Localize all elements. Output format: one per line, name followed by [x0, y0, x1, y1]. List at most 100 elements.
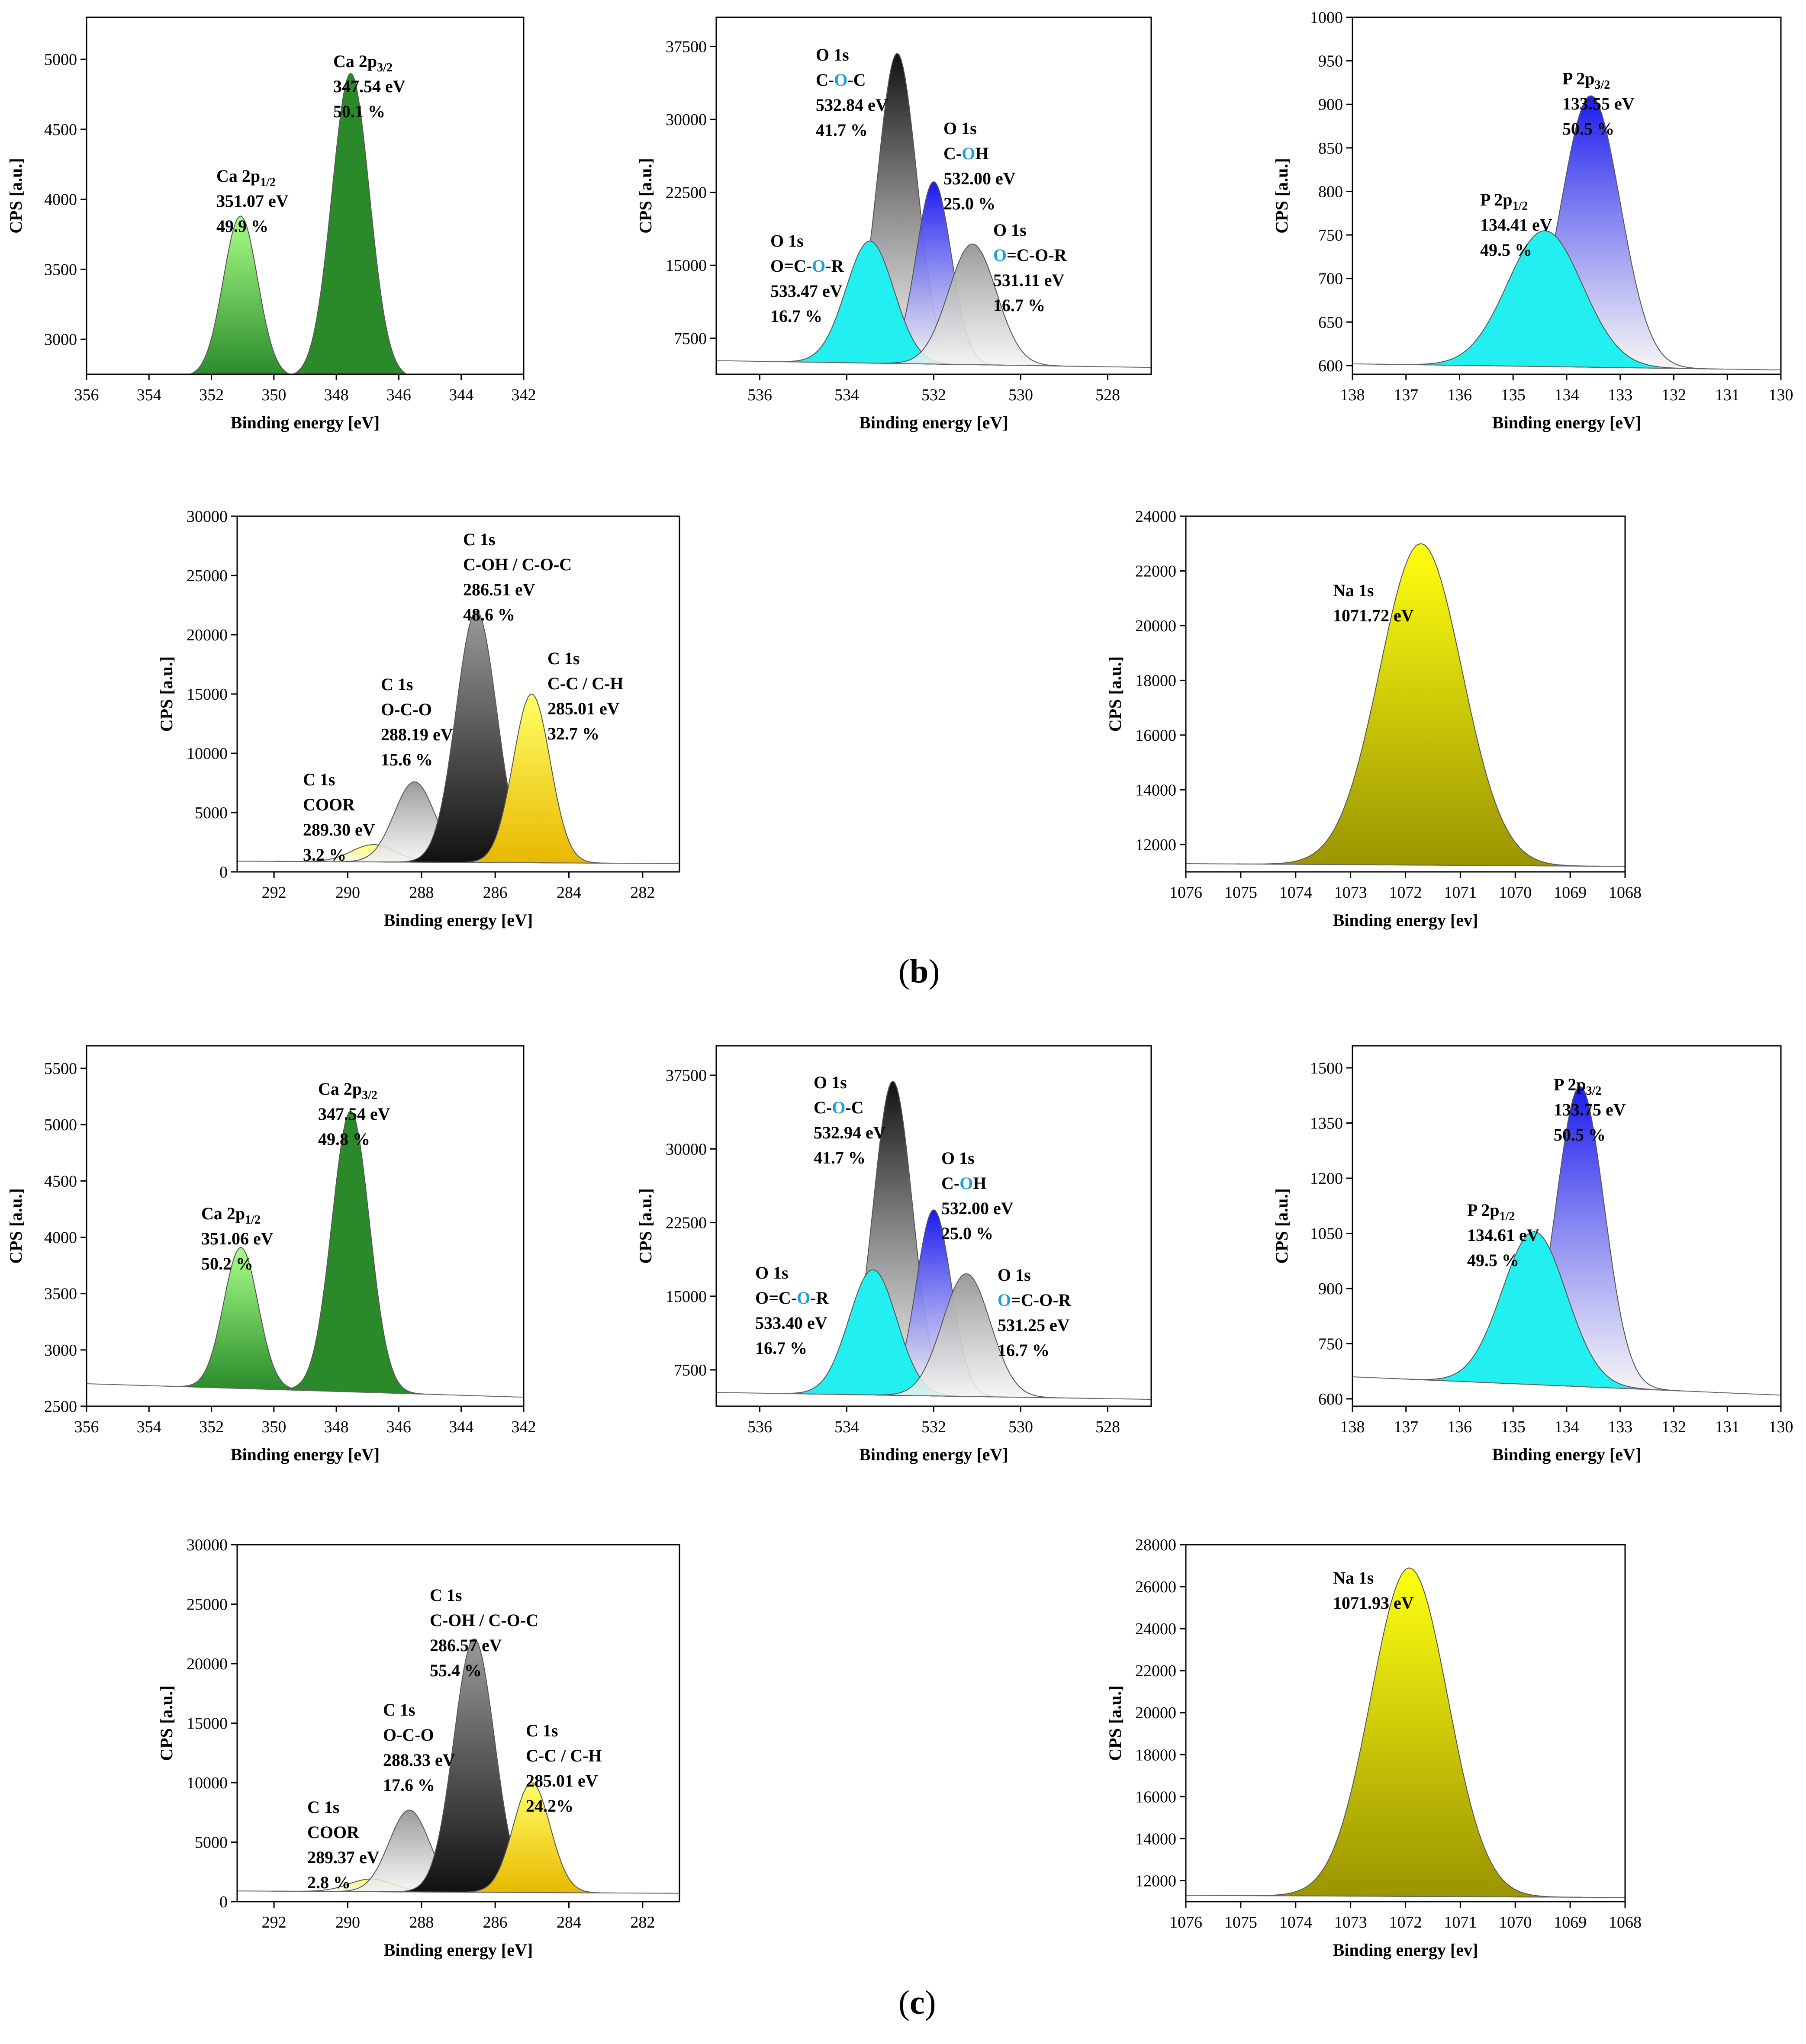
peak-label: O 1s [755, 1263, 789, 1282]
x-tick-label: 134 [1555, 1418, 1579, 1436]
y-tick-label: 20000 [187, 626, 228, 644]
y-tick-label: 950 [1318, 52, 1343, 71]
peak-label: 285.01 eV [547, 699, 620, 718]
y-tick-label: 5000 [44, 51, 77, 69]
y-tick-label: 18000 [1135, 672, 1176, 690]
y-tick-label: 1350 [1310, 1115, 1343, 1133]
peak-label: Na 1s [1333, 581, 1374, 600]
baseline [716, 1392, 1151, 1400]
plot-area [237, 1638, 679, 1894]
x-tick-label: 1074 [1279, 884, 1312, 902]
x-tick-label: 138 [1340, 1418, 1365, 1436]
peak-c-p-1 [1389, 1231, 1679, 1392]
x-tick-label: 530 [1008, 386, 1033, 404]
y-axis-label: CPS [a.u.] [157, 1685, 176, 1761]
peak-b-c-3 [448, 693, 615, 864]
x-tick-label: 288 [409, 1913, 434, 1932]
x-tick-label: 528 [1095, 1418, 1120, 1436]
peak-label: 532.00 eV [941, 1199, 1014, 1218]
baseline [1186, 1895, 1625, 1898]
x-axis-label: Binding energy [eV] [231, 413, 380, 432]
x-tick-label: 352 [199, 386, 224, 404]
peak-label: C-O-C [816, 70, 866, 90]
x-tick-label: 1075 [1224, 1913, 1257, 1932]
peak-label: O 1s [814, 1073, 847, 1092]
y-tick-label: 26000 [1135, 1578, 1176, 1596]
peak-label: COOR [303, 795, 355, 814]
y-tick-label: 28000 [1135, 1536, 1176, 1554]
x-tick-label: 284 [557, 1913, 581, 1932]
peak-label: 533.47 eV [770, 281, 843, 301]
peak-label: O=C-O-R [993, 245, 1067, 265]
y-tick-label: 2500 [44, 1398, 77, 1416]
peak-c-o-3 [859, 1273, 1074, 1399]
x-tick-label: 132 [1661, 1418, 1686, 1436]
peak-label: 50.5 % [1562, 119, 1614, 138]
plot-area [1352, 1086, 1781, 1396]
peak-label: 41.7 % [816, 120, 868, 140]
peak-b-o-3 [865, 243, 1080, 367]
y-tick-label: 22000 [1135, 562, 1176, 580]
chart-c-p: 138 137 136 135 134 133 132 131 130 600 750 900 1050… [1272, 1045, 1793, 1464]
x-tick-label: 282 [630, 1913, 655, 1932]
x-tick-label: 130 [1769, 386, 1793, 404]
peak-label: 49.5 % [1467, 1250, 1519, 1270]
peak-label: C-OH / C-O-C [430, 1610, 538, 1630]
peak-label: O=C-O-R [998, 1290, 1072, 1310]
peak-label: 286.51 eV [463, 580, 535, 599]
y-tick-label: 15000 [666, 257, 707, 275]
baseline [1352, 1376, 1781, 1396]
x-tick-label: 346 [386, 1418, 411, 1436]
x-tick-label: 1068 [1609, 884, 1642, 902]
peak-c-na-0 [1236, 1567, 1583, 1898]
x-axis-label: Binding energy [eV] [1492, 413, 1641, 432]
peak-label: 532.94 eV [814, 1123, 886, 1142]
y-tick-label: 10000 [187, 1774, 228, 1792]
peak-label: O=C-O-R [755, 1288, 829, 1308]
peak-label: 49.8 % [318, 1129, 370, 1149]
x-tick-label: 1076 [1169, 884, 1202, 902]
chart-b-c: 292 290 288 286 284 282 0 5000 10000 15000 20000 25… [157, 508, 680, 930]
peak-label: C 1s [383, 1700, 415, 1719]
baseline [1352, 363, 1781, 370]
y-tick-label: 20000 [1135, 617, 1176, 635]
x-tick-label: 1074 [1279, 1913, 1312, 1932]
y-tick-label: 3000 [44, 1341, 77, 1359]
x-tick-label: 286 [483, 1913, 508, 1932]
peak-label: C-C / C-H [526, 1746, 602, 1765]
y-tick-label: 14000 [1135, 781, 1176, 799]
x-tick-label: 532 [921, 386, 946, 404]
peak-label: C-OH [941, 1173, 986, 1193]
x-tick-label: 344 [449, 386, 473, 404]
x-axis-label: Binding energy [eV] [859, 413, 1008, 432]
peak-label: Ca 2p3/2 [318, 1079, 377, 1102]
peak-label: P 2p3/2 [1562, 69, 1610, 92]
x-tick-label: 528 [1095, 386, 1120, 404]
peak-label: 50.1 % [333, 102, 385, 121]
x-tick-label: 1073 [1334, 1913, 1367, 1932]
plot-area [716, 1080, 1151, 1400]
peak-label: C 1s [430, 1585, 462, 1605]
x-tick-label: 534 [834, 1418, 859, 1436]
x-tick-label: 290 [335, 884, 360, 902]
chart-c-c: 292 290 288 286 284 282 0 5000 10000 15000 20000 25… [157, 1536, 680, 1960]
peak-label: 134.41 eV [1480, 215, 1552, 235]
peak-label: O 1s [816, 45, 849, 64]
peak-label: Ca 2p1/2 [201, 1204, 261, 1227]
peak-label: O 1s [998, 1265, 1031, 1285]
x-tick-label: 1076 [1169, 1913, 1202, 1932]
y-tick-label: 37500 [666, 38, 707, 56]
panel-label-c: (c) [898, 1983, 936, 2021]
peak-label: 289.30 eV [303, 820, 375, 839]
x-tick-label: 290 [335, 1913, 360, 1932]
peak-label: C 1s [547, 649, 579, 668]
peak-label: 32.7 % [547, 724, 599, 743]
peak-label: O 1s [993, 220, 1027, 240]
x-tick-label: 138 [1340, 386, 1365, 404]
y-tick-label: 5000 [195, 804, 228, 822]
peak-label: 531.25 eV [998, 1315, 1070, 1335]
plot-frame [86, 1045, 525, 1407]
x-tick-label: 1069 [1554, 1913, 1587, 1932]
